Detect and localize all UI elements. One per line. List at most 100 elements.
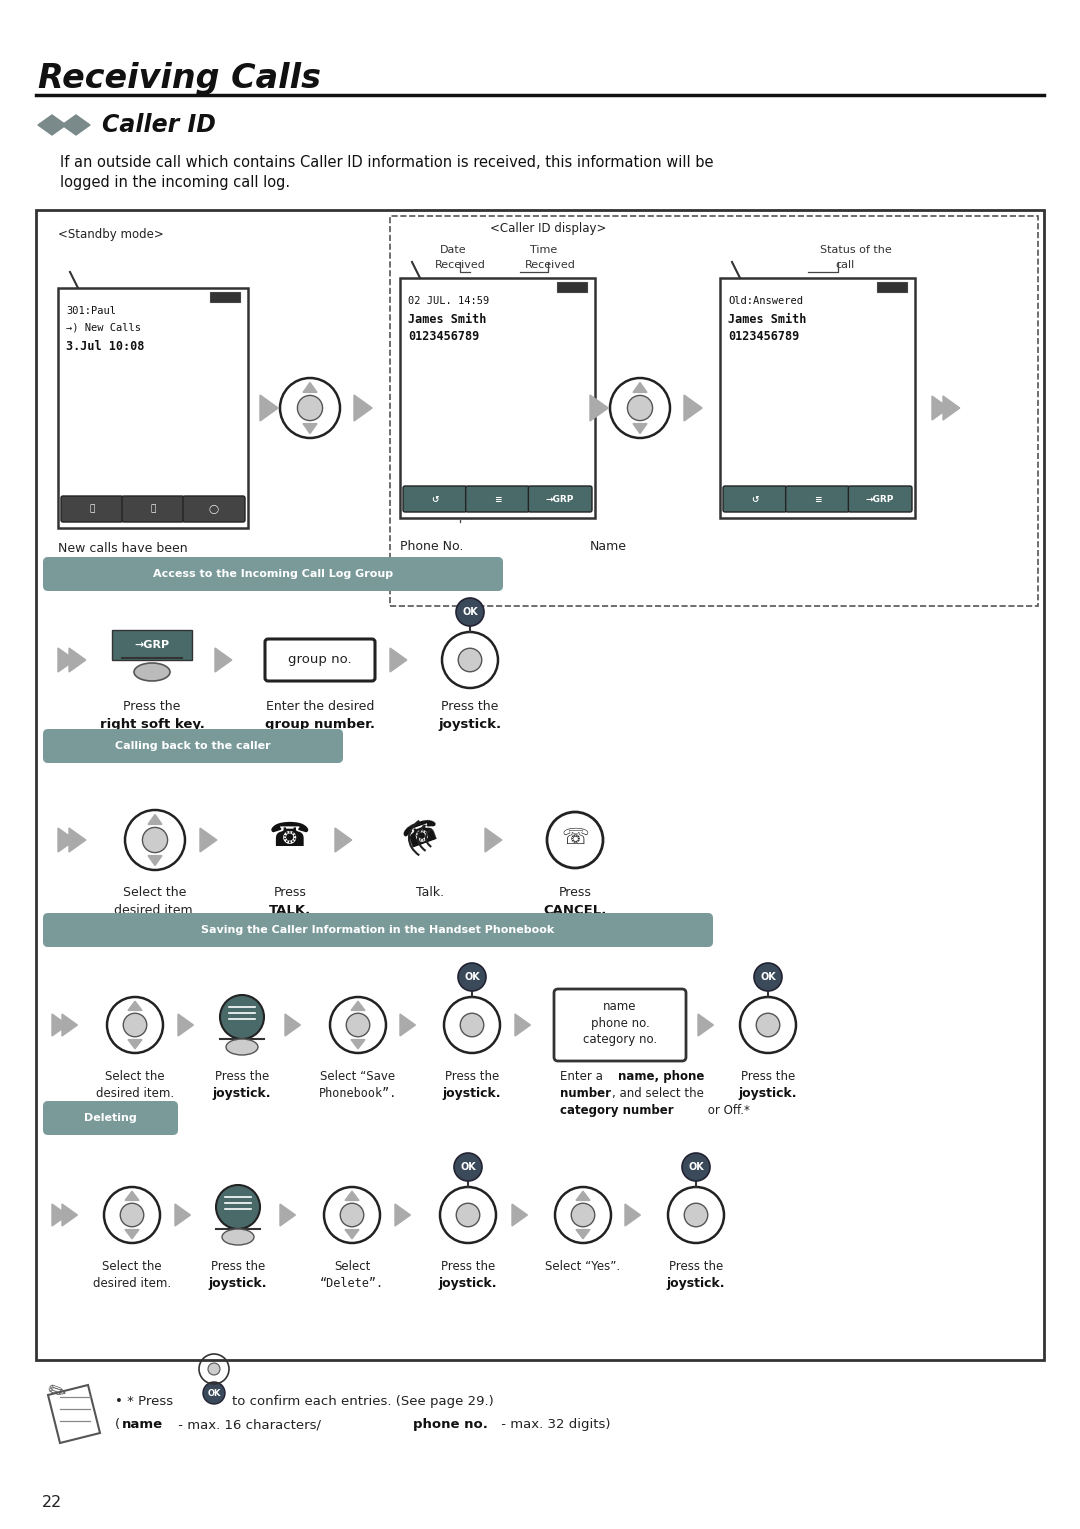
Text: category no.: category no. <box>583 1032 657 1046</box>
Polygon shape <box>280 1203 296 1226</box>
Ellipse shape <box>134 664 170 680</box>
Text: or Off.*: or Off.* <box>704 1104 750 1118</box>
Polygon shape <box>129 1040 141 1049</box>
Text: Name: Name <box>590 540 627 553</box>
Text: James Smith: James Smith <box>408 313 486 326</box>
Text: 📖: 📖 <box>90 505 95 514</box>
Ellipse shape <box>226 1040 258 1055</box>
Text: Deleting: Deleting <box>84 1113 137 1122</box>
FancyBboxPatch shape <box>554 989 686 1061</box>
Text: ⌹: ⌹ <box>150 505 156 514</box>
Circle shape <box>627 396 652 420</box>
FancyBboxPatch shape <box>557 281 588 292</box>
Text: Calling back to the caller: Calling back to the caller <box>116 742 271 751</box>
Circle shape <box>297 396 323 420</box>
Text: name: name <box>122 1417 163 1431</box>
Polygon shape <box>345 1229 359 1238</box>
Text: joystick.: joystick. <box>438 1277 497 1290</box>
Polygon shape <box>698 1014 714 1037</box>
Text: If an outside call which contains Caller ID information is received, this inform: If an outside call which contains Caller… <box>60 154 714 170</box>
Text: Received: Received <box>525 260 576 271</box>
FancyBboxPatch shape <box>877 281 907 292</box>
Text: group no.: group no. <box>288 653 352 667</box>
Text: to confirm each entries. (See page 29.): to confirm each entries. (See page 29.) <box>232 1394 494 1408</box>
FancyBboxPatch shape <box>43 729 343 763</box>
Text: joystick.: joystick. <box>443 1087 501 1099</box>
Text: CANCEL.: CANCEL. <box>543 904 607 917</box>
Text: ↺: ↺ <box>431 494 438 503</box>
Circle shape <box>754 963 782 991</box>
Circle shape <box>456 1203 480 1226</box>
Circle shape <box>143 827 167 853</box>
Text: Press the: Press the <box>741 1070 795 1083</box>
Text: ≡: ≡ <box>494 494 501 503</box>
Text: Select the: Select the <box>103 1260 162 1274</box>
FancyBboxPatch shape <box>43 557 503 592</box>
FancyBboxPatch shape <box>112 630 192 661</box>
Text: (: ( <box>114 1417 120 1431</box>
Text: ☎: ☎ <box>400 815 445 855</box>
Polygon shape <box>200 829 217 852</box>
Polygon shape <box>932 396 949 420</box>
Circle shape <box>756 1014 780 1037</box>
Polygon shape <box>515 1014 530 1037</box>
Polygon shape <box>625 1203 640 1226</box>
Polygon shape <box>354 394 373 420</box>
Text: 22: 22 <box>42 1495 63 1511</box>
FancyBboxPatch shape <box>785 486 849 512</box>
Text: Enter a: Enter a <box>561 1070 607 1083</box>
Text: 0123456789: 0123456789 <box>408 330 480 342</box>
Text: →GRP: →GRP <box>134 641 170 650</box>
Polygon shape <box>58 829 75 852</box>
Polygon shape <box>512 1203 527 1226</box>
Polygon shape <box>285 1014 300 1037</box>
Text: Enter the desired: Enter the desired <box>266 700 374 713</box>
Polygon shape <box>148 815 162 824</box>
Text: Old:Answered: Old:Answered <box>728 297 804 306</box>
Polygon shape <box>178 1014 193 1037</box>
Polygon shape <box>633 424 647 434</box>
Text: →GRP: →GRP <box>866 494 894 503</box>
Text: OK: OK <box>464 972 480 982</box>
Text: joystick.: joystick. <box>213 1087 271 1099</box>
Text: New calls have been: New calls have been <box>58 541 188 555</box>
Text: Talk.: Talk. <box>416 885 444 899</box>
FancyBboxPatch shape <box>210 292 240 303</box>
Text: Caller ID: Caller ID <box>102 113 216 138</box>
FancyBboxPatch shape <box>122 495 184 521</box>
Polygon shape <box>215 648 232 673</box>
Text: Select: Select <box>334 1260 370 1274</box>
FancyBboxPatch shape <box>58 287 248 528</box>
Text: category number: category number <box>561 1104 674 1118</box>
FancyBboxPatch shape <box>465 486 529 512</box>
Text: desired item.: desired item. <box>113 904 197 917</box>
FancyBboxPatch shape <box>183 495 245 521</box>
Text: Received: Received <box>435 260 486 271</box>
Circle shape <box>460 1014 484 1037</box>
Text: - max. 16 characters/: - max. 16 characters/ <box>174 1417 321 1431</box>
Ellipse shape <box>222 1229 254 1245</box>
Text: ◯: ◯ <box>208 505 219 514</box>
Text: ↺: ↺ <box>751 494 758 503</box>
Text: phone no.: phone no. <box>413 1417 488 1431</box>
Text: Press the: Press the <box>215 1070 269 1083</box>
Text: phone no.: phone no. <box>591 1017 649 1029</box>
Polygon shape <box>395 1203 410 1226</box>
Polygon shape <box>52 1203 67 1226</box>
Text: ☏: ☏ <box>562 829 589 849</box>
Text: received.: received. <box>58 560 116 573</box>
Text: Press the: Press the <box>442 700 499 713</box>
Polygon shape <box>62 1203 78 1226</box>
Text: Press the: Press the <box>445 1070 499 1083</box>
Text: Press the: Press the <box>211 1260 265 1274</box>
Polygon shape <box>390 648 407 673</box>
Text: OK: OK <box>760 972 775 982</box>
Text: Press the: Press the <box>441 1260 495 1274</box>
Text: OK: OK <box>462 607 477 618</box>
Circle shape <box>120 1203 144 1226</box>
Text: <Standby mode>: <Standby mode> <box>58 228 164 242</box>
Text: desired item.: desired item. <box>93 1277 171 1290</box>
Polygon shape <box>303 382 318 393</box>
Circle shape <box>458 648 482 671</box>
Text: joystick.: joystick. <box>208 1277 267 1290</box>
